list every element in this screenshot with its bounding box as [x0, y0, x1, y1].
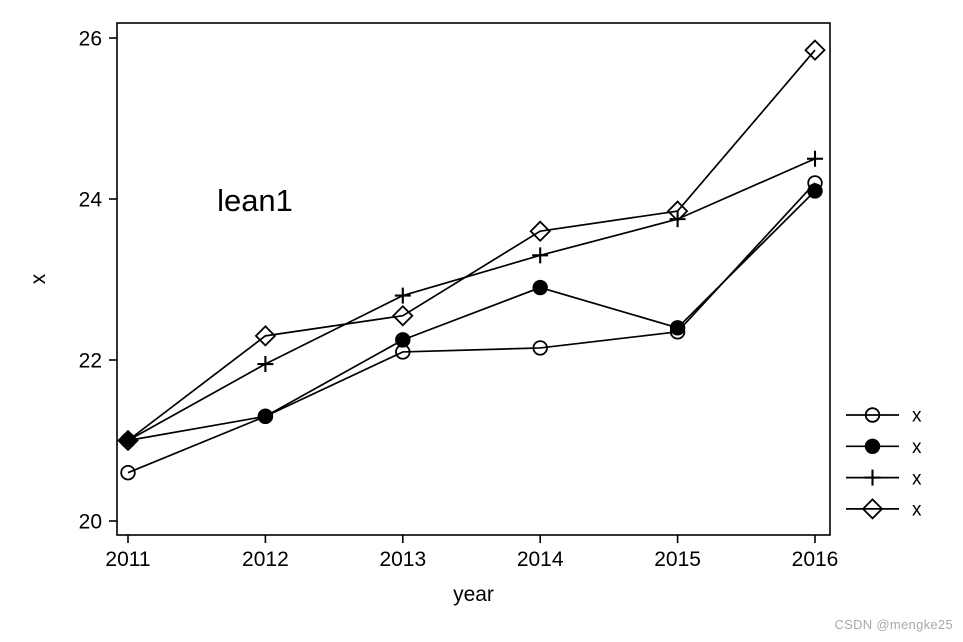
x-tick-label: 2016	[792, 548, 839, 571]
series-1-marker	[120, 465, 136, 481]
series-2-marker	[669, 320, 686, 336]
x-tick-label: 2012	[242, 548, 289, 571]
y-axis-title: x	[27, 273, 50, 284]
y-tick-label: 24	[79, 188, 103, 211]
series-2-marker	[257, 408, 274, 425]
legend-label-1: x	[912, 406, 922, 427]
x-tick-label: 2014	[517, 548, 564, 571]
x-tick-label: 2011	[105, 548, 150, 571]
x-tick-label: 2015	[654, 548, 701, 571]
legend-marker-1	[864, 407, 881, 423]
legend-marker-2	[864, 438, 881, 454]
annotation-label: lean1	[217, 183, 293, 218]
series-4-marker	[666, 200, 689, 222]
series-4-marker	[254, 325, 277, 347]
legend-label-3: x	[912, 468, 922, 489]
y-tick-label: 20	[79, 510, 102, 533]
legend-label-2: x	[912, 437, 922, 458]
x-axis-title: year	[453, 583, 494, 606]
y-tick-label: 26	[79, 27, 102, 50]
series-2-marker	[395, 332, 411, 348]
series-line-1	[127, 182, 816, 474]
series-4-marker	[392, 304, 414, 327]
legend-label-4: x	[912, 500, 922, 521]
series-2-marker	[532, 279, 548, 296]
watermark: CSDN @mengke25	[834, 617, 953, 632]
series-4-marker	[529, 220, 551, 242]
series-line-3	[127, 157, 816, 442]
series-4-marker	[804, 39, 826, 61]
y-tick-label: 22	[79, 349, 102, 372]
plot-frame	[116, 22, 831, 536]
legend-marker-4	[861, 498, 884, 520]
series-line-4	[127, 49, 816, 442]
series-line-2	[127, 190, 816, 442]
series-4-marker	[117, 429, 139, 452]
x-tick-label: 2013	[379, 548, 426, 571]
series-1-marker	[532, 340, 548, 356]
series-2-marker	[807, 183, 823, 199]
